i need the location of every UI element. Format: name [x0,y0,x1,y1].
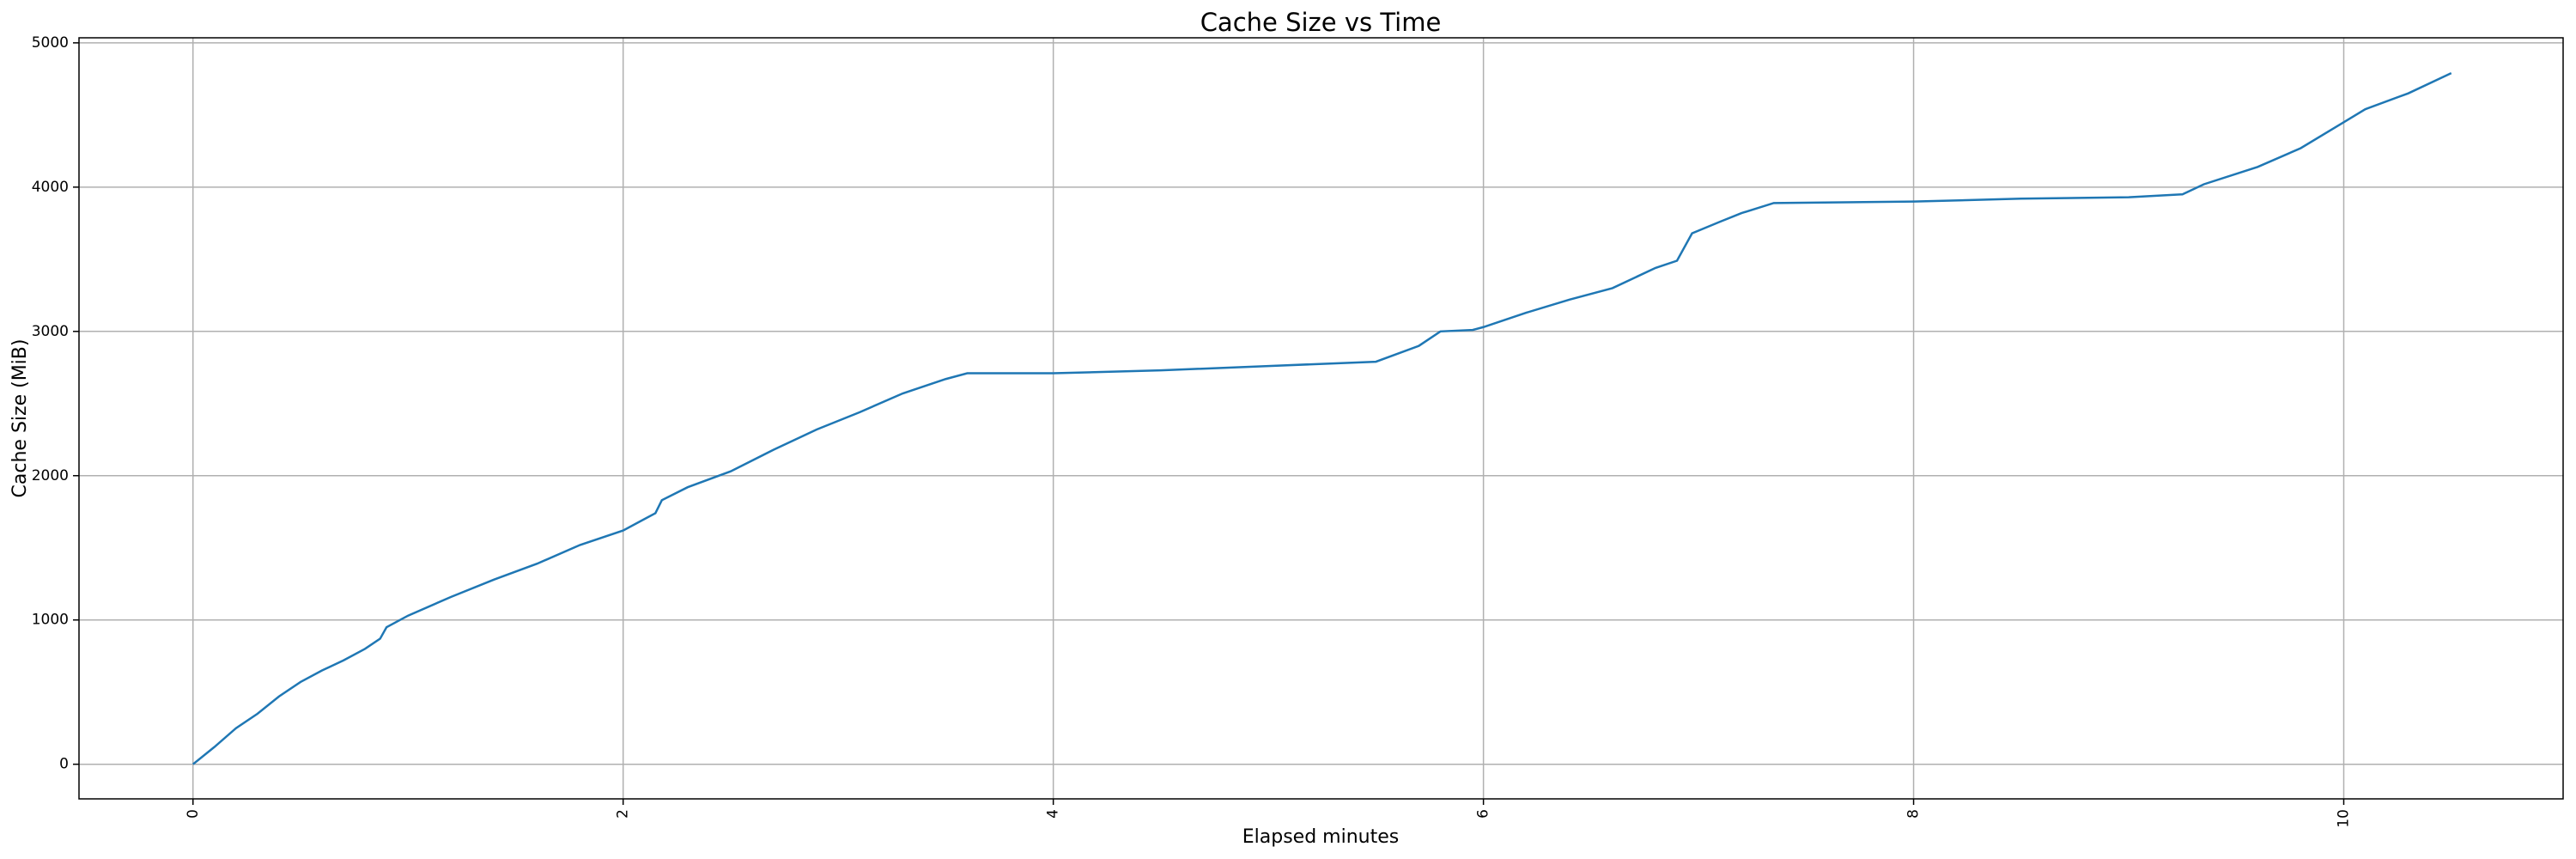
chart-title: Cache Size vs Time [1200,8,1442,37]
x-tick-label: 8 [1905,809,1923,819]
data-line [191,72,2452,765]
y-tick-label: 0 [59,756,69,773]
x-tick-label: 4 [1045,809,1062,819]
x-axis-label: Elapsed minutes [1242,826,1399,848]
y-tick-label: 5000 [32,34,69,52]
y-tick-label: 1000 [32,612,69,629]
x-tick-label: 6 [1475,809,1492,819]
x-tick-label: 2 [615,809,632,819]
y-tick-label: 4000 [32,179,69,196]
plot-frame [78,37,2564,800]
y-tick-label: 2000 [32,467,69,484]
x-tick-label: 0 [185,809,202,819]
y-axis-label: Cache Size (MiB) [9,339,31,498]
x-tick-label: 10 [2336,809,2353,828]
y-tick-label: 3000 [32,323,69,340]
